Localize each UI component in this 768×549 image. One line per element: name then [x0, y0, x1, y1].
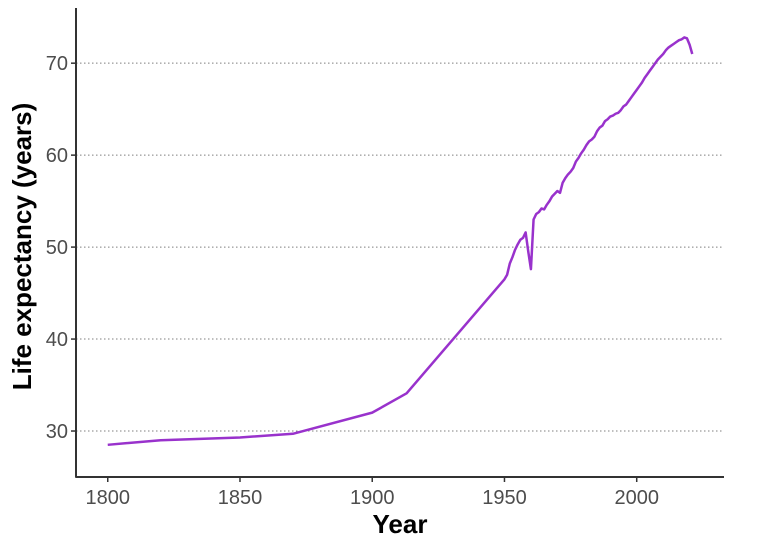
x-axis-title: Year — [373, 509, 428, 539]
grid-lines — [76, 62, 724, 432]
y-axis-ticks: 30 40 50 60 70 — [46, 53, 76, 443]
x-tick-label-1900: 1900 — [350, 487, 395, 509]
x-tick-label-1950: 1950 — [482, 487, 527, 509]
series-line-0 — [107, 36, 694, 447]
series-group — [107, 36, 694, 447]
y-tick-label-50: 50 — [46, 237, 68, 259]
x-axis-ticks: 1800 1850 1900 1950 2000 — [85, 477, 659, 509]
x-tick-label-1800: 1800 — [85, 487, 130, 509]
y-tick-label-60: 60 — [46, 145, 68, 167]
y-axis-title: Life expectancy (years) — [7, 103, 37, 391]
x-tick-label-1850: 1850 — [218, 487, 263, 509]
x-tick-label-2000: 2000 — [614, 487, 659, 509]
y-tick-label-70: 70 — [46, 53, 68, 75]
y-tick-label-30: 30 — [46, 421, 68, 443]
y-tick-label-40: 40 — [46, 329, 68, 351]
